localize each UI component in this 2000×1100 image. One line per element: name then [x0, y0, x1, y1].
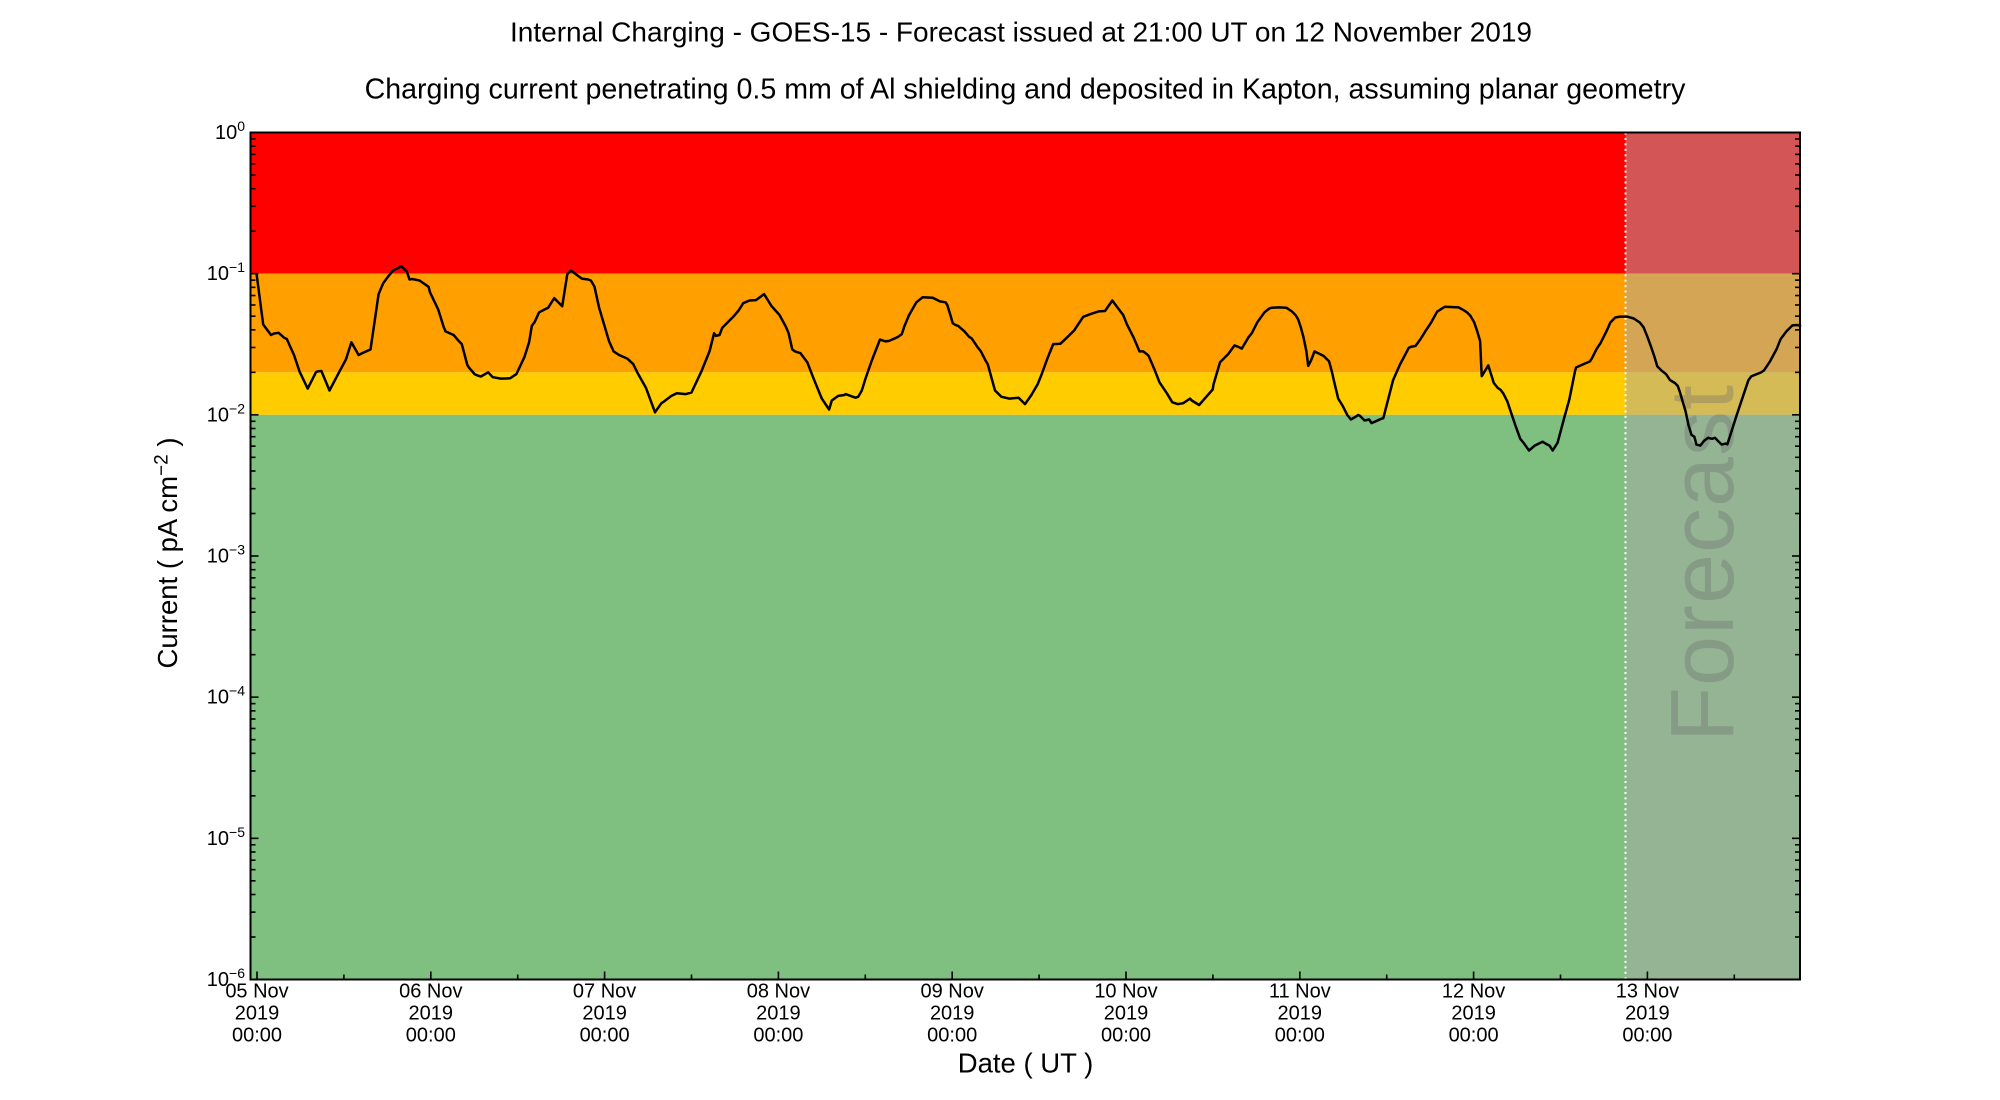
svg-text:00:00: 00:00: [927, 1025, 977, 1047]
svg-text:13 Nov: 13 Nov: [1616, 981, 1679, 1003]
svg-text:07 Nov: 07 Nov: [573, 981, 636, 1003]
svg-text:10−1: 10−1: [207, 259, 245, 285]
svg-text:2019: 2019: [235, 1003, 280, 1025]
svg-text:Charging current penetrating 0: Charging current penetrating 0.5 mm of A…: [365, 74, 1687, 106]
svg-text:09 Nov: 09 Nov: [921, 981, 984, 1003]
svg-text:2019: 2019: [930, 1003, 975, 1025]
svg-text:Current ( pA cm−2 ): Current ( pA cm−2 ): [152, 437, 184, 668]
svg-text:00:00: 00:00: [1101, 1025, 1151, 1047]
svg-text:2019: 2019: [1451, 1003, 1496, 1025]
svg-text:00:00: 00:00: [580, 1025, 630, 1047]
svg-text:12 Nov: 12 Nov: [1442, 981, 1505, 1003]
svg-text:00:00: 00:00: [753, 1025, 803, 1047]
svg-text:00:00: 00:00: [1275, 1025, 1325, 1047]
svg-text:Internal Charging - GOES-15 -: Internal Charging - GOES-15 - Forecast i…: [510, 17, 1532, 48]
svg-text:2019: 2019: [1625, 1003, 1670, 1025]
svg-text:05 Nov: 05 Nov: [225, 981, 288, 1003]
svg-text:2019: 2019: [409, 1003, 454, 1025]
svg-text:10 Nov: 10 Nov: [1094, 981, 1157, 1003]
svg-text:2019: 2019: [756, 1003, 801, 1025]
svg-text:00:00: 00:00: [406, 1025, 456, 1047]
svg-text:06 Nov: 06 Nov: [399, 981, 462, 1003]
svg-text:2019: 2019: [582, 1003, 627, 1025]
svg-text:11 Nov: 11 Nov: [1269, 981, 1331, 1003]
svg-text:00:00: 00:00: [232, 1025, 282, 1047]
svg-text:08 Nov: 08 Nov: [747, 981, 810, 1003]
svg-text:2019: 2019: [1104, 1003, 1149, 1025]
svg-text:00:00: 00:00: [1449, 1025, 1499, 1047]
svg-text:Date ( UT ): Date ( UT ): [958, 1048, 1094, 1079]
svg-text:2019: 2019: [1278, 1003, 1323, 1025]
svg-text:Forecast: Forecast: [1653, 385, 1753, 742]
svg-text:10−2: 10−2: [207, 400, 245, 426]
svg-text:00:00: 00:00: [1622, 1025, 1672, 1047]
